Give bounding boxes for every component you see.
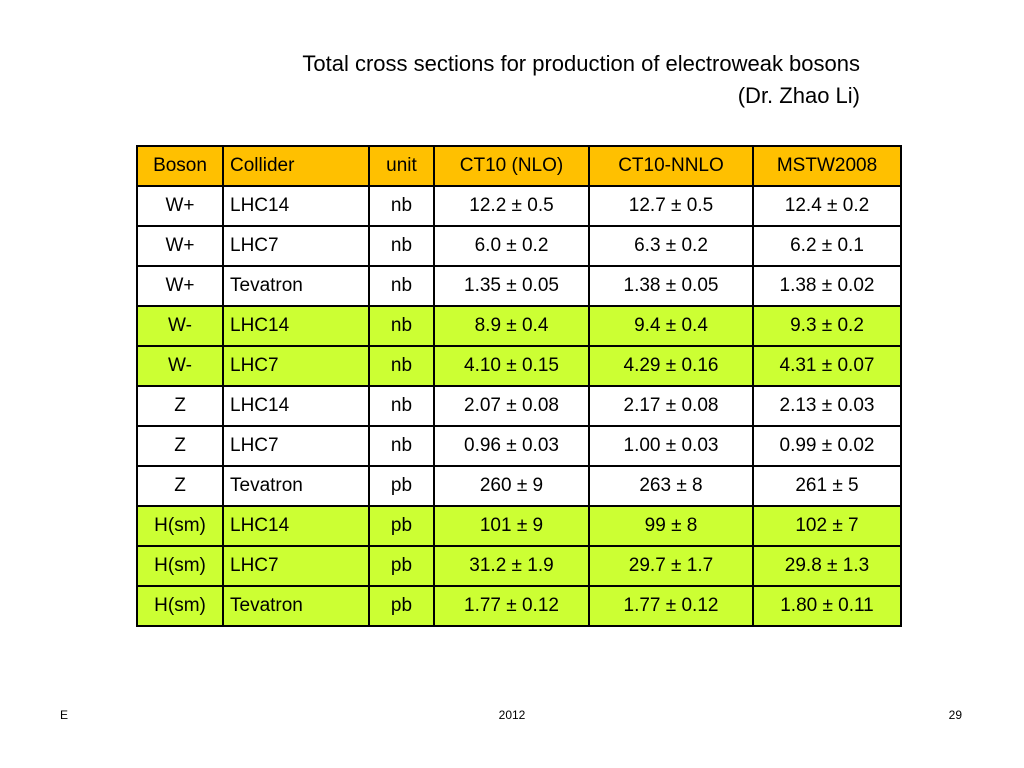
table-cell: LHC14 xyxy=(222,385,370,427)
table-cell: nb xyxy=(368,385,435,427)
table-cell: W+ xyxy=(136,185,224,227)
table-cell: nb xyxy=(368,225,435,267)
header-cell: Boson xyxy=(136,145,224,187)
table-cell: 29.8 ± 1.3 xyxy=(752,545,902,587)
header-cell: CT10 (NLO) xyxy=(433,145,590,187)
table-cell: Z xyxy=(136,465,224,507)
table-cell: LHC14 xyxy=(222,305,370,347)
table-cell: 261 ± 5 xyxy=(752,465,902,507)
table-cell: 2.07 ± 0.08 xyxy=(433,385,590,427)
table-cell: 29.7 ± 1.7 xyxy=(588,545,754,587)
table-cell: 99 ± 8 xyxy=(588,505,754,547)
table-cell: 101 ± 9 xyxy=(433,505,590,547)
header-row: Boson Collider unit CT10 (NLO) CT10-NNLO MSTW… xyxy=(136,145,902,187)
table-cell: nb xyxy=(368,305,435,347)
subtitle: (Dr. Zhao Li) xyxy=(737,83,860,108)
table-cell: Tevatron xyxy=(222,585,370,627)
table-row: W- LHC14 nb 8.9 ± 0.4 9.4 ± 0.4 9.3 ± 0.2 xyxy=(136,305,902,347)
table-cell: 4.31 ± 0.07 xyxy=(752,345,902,387)
table-cell: W- xyxy=(136,305,224,347)
table-cell: 2.13 ± 0.03 xyxy=(752,385,902,427)
table-row: H(sm) LHC7 pb 31.2 ± 1.9 29.7 ± 1.7 29.8 ± 1.… xyxy=(136,545,902,587)
table-cell: 9.3 ± 0.2 xyxy=(752,305,902,347)
table-cell: H(sm) xyxy=(136,585,224,627)
table-cell: W- xyxy=(136,345,224,387)
header-cell: unit xyxy=(368,145,435,187)
table-row: Z LHC14 nb 2.07 ± 0.08 2.17 ± 0.08 2.13 ± 0.0… xyxy=(136,385,902,427)
table-cell: 1.77 ± 0.12 xyxy=(433,585,590,627)
table-cell: pb xyxy=(368,585,435,627)
table-cell: LHC7 xyxy=(222,425,370,467)
footer-center: 2012 xyxy=(498,708,526,722)
table-row: W- LHC7 nb 4.10 ± 0.15 4.29 ± 0.16 4.31 ± 0.0… xyxy=(136,345,902,387)
table-cell: 2.17 ± 0.08 xyxy=(588,385,754,427)
title-block: Total cross sections for production of e… xyxy=(302,48,860,112)
table-row: H(sm) LHC14 pb 101 ± 9 99 ± 8 102 ± 7 xyxy=(136,505,902,547)
table-cell: H(sm) xyxy=(136,545,224,587)
table-row: H(sm) Tevatron pb 1.77 ± 0.12 1.77 ± 0.12 1.8… xyxy=(136,585,902,627)
table-cell: 4.29 ± 0.16 xyxy=(588,345,754,387)
table-cell: LHC14 xyxy=(222,505,370,547)
table-cell: 12.7 ± 0.5 xyxy=(588,185,754,227)
table-cell: pb xyxy=(368,465,435,507)
header-cell: MSTW2008 xyxy=(752,145,902,187)
table-cell: nb xyxy=(368,265,435,307)
table-cell: 12.4 ± 0.2 xyxy=(752,185,902,227)
table-cell: pb xyxy=(368,545,435,587)
table-row: Z LHC7 nb 0.96 ± 0.03 1.00 ± 0.03 0.99 ± 0.02 xyxy=(136,425,902,467)
table-cell: W+ xyxy=(136,265,224,307)
table-row: W+ Tevatron nb 1.35 ± 0.05 1.38 ± 0.05 1.38 ±… xyxy=(136,265,902,307)
table-cell: 6.0 ± 0.2 xyxy=(433,225,590,267)
table-cell: Z xyxy=(136,425,224,467)
table-row: W+ LHC7 nb 6.0 ± 0.2 6.3 ± 0.2 6.2 ± 0.1 xyxy=(136,225,902,267)
table-cell: 102 ± 7 xyxy=(752,505,902,547)
table-cell: LHC7 xyxy=(222,345,370,387)
table-cell: LHC7 xyxy=(222,225,370,267)
table-cell: nb xyxy=(368,345,435,387)
header-cell: Collider xyxy=(222,145,370,187)
table-cell: H(sm) xyxy=(136,505,224,547)
table-cell: 9.4 ± 0.4 xyxy=(588,305,754,347)
table-cell: pb xyxy=(368,505,435,547)
table-cell: 0.99 ± 0.02 xyxy=(752,425,902,467)
table-cell: 8.9 ± 0.4 xyxy=(433,305,590,347)
table-cell: Tevatron xyxy=(222,465,370,507)
table-cell: 6.3 ± 0.2 xyxy=(588,225,754,267)
title: Total cross sections for production of e… xyxy=(302,51,860,76)
table-row: Z Tevatron pb 260 ± 9 263 ± 8 261 ± 5 xyxy=(136,465,902,507)
table-cell: LHC7 xyxy=(222,545,370,587)
table-cell: 263 ± 8 xyxy=(588,465,754,507)
table-cell: Z xyxy=(136,385,224,427)
table-cell: 260 ± 9 xyxy=(433,465,590,507)
table-cell: 1.77 ± 0.12 xyxy=(588,585,754,627)
table-cell: Tevatron xyxy=(222,265,370,307)
table-cell: 1.35 ± 0.05 xyxy=(433,265,590,307)
table-cell: 4.10 ± 0.15 xyxy=(433,345,590,387)
table-cell: LHC14 xyxy=(222,185,370,227)
table-cell: 1.38 ± 0.02 xyxy=(752,265,902,307)
table-row: W+ LHC14 nb 12.2 ± 0.5 12.7 ± 0.5 12.4 ± 0.2 xyxy=(136,185,902,227)
table-cell: 1.38 ± 0.05 xyxy=(588,265,754,307)
table-cell: 12.2 ± 0.5 xyxy=(433,185,590,227)
table: Boson Collider unit CT10 (NLO) CT10-NNLO MSTW… xyxy=(136,145,902,627)
header-cell: CT10-NNLO xyxy=(588,145,754,187)
table-cell: nb xyxy=(368,185,435,227)
table-cell: 31.2 ± 1.9 xyxy=(433,545,590,587)
table-cell: W+ xyxy=(136,225,224,267)
table-cell: 1.80 ± 0.11 xyxy=(752,585,902,627)
table-cell: 6.2 ± 0.1 xyxy=(752,225,902,267)
table-cell: 0.96 ± 0.03 xyxy=(433,425,590,467)
table-cell: 1.00 ± 0.03 xyxy=(588,425,754,467)
footer-left: E xyxy=(60,708,69,722)
table-cell: nb xyxy=(368,425,435,467)
footer-right: 29 xyxy=(948,708,962,722)
